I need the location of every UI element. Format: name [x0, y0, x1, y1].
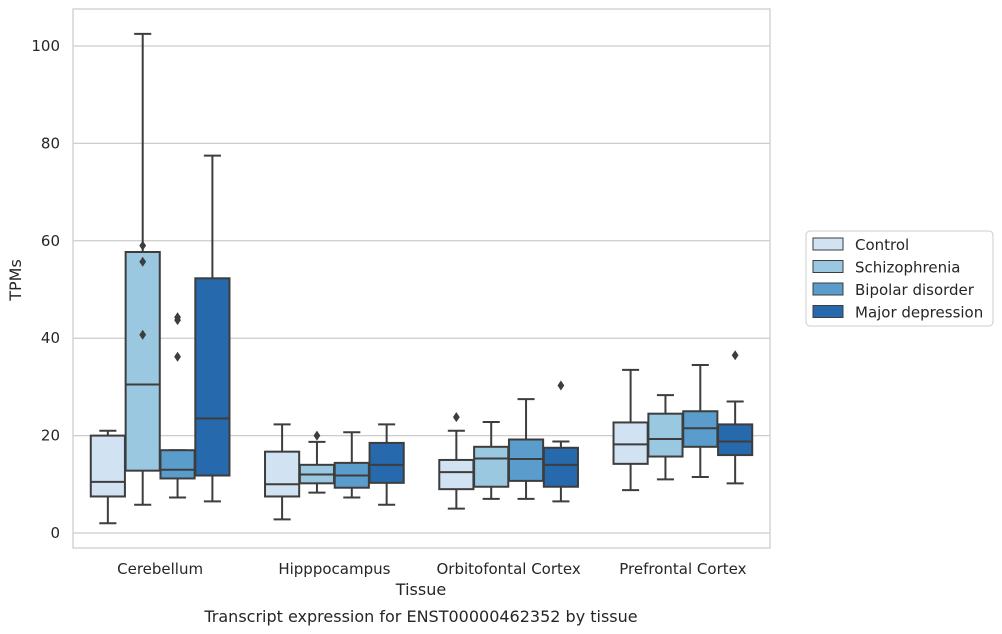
- box: [717, 423, 754, 457]
- gridlines: [73, 45, 770, 534]
- box-group: [612, 368, 649, 492]
- legend-label: Bipolar disorder: [855, 281, 975, 299]
- box-group: [682, 363, 719, 478]
- box-group: [542, 380, 579, 503]
- box: [124, 251, 161, 472]
- legend: Control Schizophrenia Bipolar disorder Majo…: [805, 230, 994, 327]
- outlier-point: [313, 430, 321, 441]
- legend-frame: [805, 230, 994, 327]
- box: [264, 450, 301, 498]
- y-tick-label: 20: [41, 427, 60, 445]
- y-tick-label: 100: [31, 37, 60, 55]
- x-axis-label: Tissue: [395, 580, 446, 599]
- outlier-point: [139, 240, 147, 251]
- box-group: [264, 423, 301, 521]
- box: [159, 449, 196, 480]
- x-tick-label: Orbitofontal Cortex: [437, 560, 581, 578]
- box-group: [159, 312, 196, 499]
- box-group: [438, 412, 475, 510]
- outlier-point: [139, 256, 147, 267]
- legend-swatch: [812, 260, 844, 273]
- box-group: [194, 154, 231, 503]
- plot-frame: [72, 8, 771, 549]
- outlier-point: [174, 315, 181, 326]
- outlier-point: [139, 329, 147, 340]
- outlier-point: [174, 351, 181, 362]
- figure-caption: Transcript expression for ENST0000046235…: [203, 607, 637, 626]
- legend-swatch: [812, 305, 844, 318]
- box-group: [647, 394, 684, 481]
- y-axis-label: TPMs: [6, 259, 25, 302]
- outlier-point: [452, 412, 460, 423]
- y-tick-label: 80: [41, 134, 60, 152]
- legend-label: Major depression: [855, 304, 983, 322]
- y-tick-label: 60: [41, 232, 60, 250]
- plot-area: [89, 32, 754, 525]
- y-tick-label: 40: [41, 329, 60, 347]
- legend-label: Schizophrenia: [855, 259, 960, 277]
- box: [194, 277, 231, 477]
- y-tick-labels: 0 20 40 60 80 100: [31, 37, 60, 542]
- legend-swatch: [812, 237, 844, 251]
- x-tick-label: Prefrontal Cortex: [619, 560, 746, 578]
- box: [89, 434, 126, 498]
- x-tick-labels: Cerebellum Hipppocampus Orbitofontal Corte…: [117, 560, 746, 578]
- box: [507, 438, 545, 482]
- box: [647, 412, 684, 458]
- box-group: [368, 423, 405, 506]
- legend-label: Control: [855, 236, 909, 254]
- box: [542, 446, 579, 488]
- x-tick-label: Cerebellum: [117, 560, 203, 578]
- y-tick-label: 0: [50, 524, 60, 542]
- box-group: [507, 398, 545, 500]
- box-group: [333, 431, 370, 499]
- box: [612, 421, 649, 465]
- box-group: [298, 430, 336, 494]
- box-group: [124, 32, 161, 506]
- outlier-point: [557, 380, 565, 391]
- box-group: [473, 420, 510, 500]
- x-tick-label: Hipppocampus: [278, 560, 390, 578]
- legend-swatch: [812, 282, 844, 296]
- outlier-point: [731, 350, 739, 361]
- box: [473, 445, 510, 488]
- box-group: [717, 350, 754, 485]
- box: [438, 458, 475, 491]
- box: [368, 441, 405, 484]
